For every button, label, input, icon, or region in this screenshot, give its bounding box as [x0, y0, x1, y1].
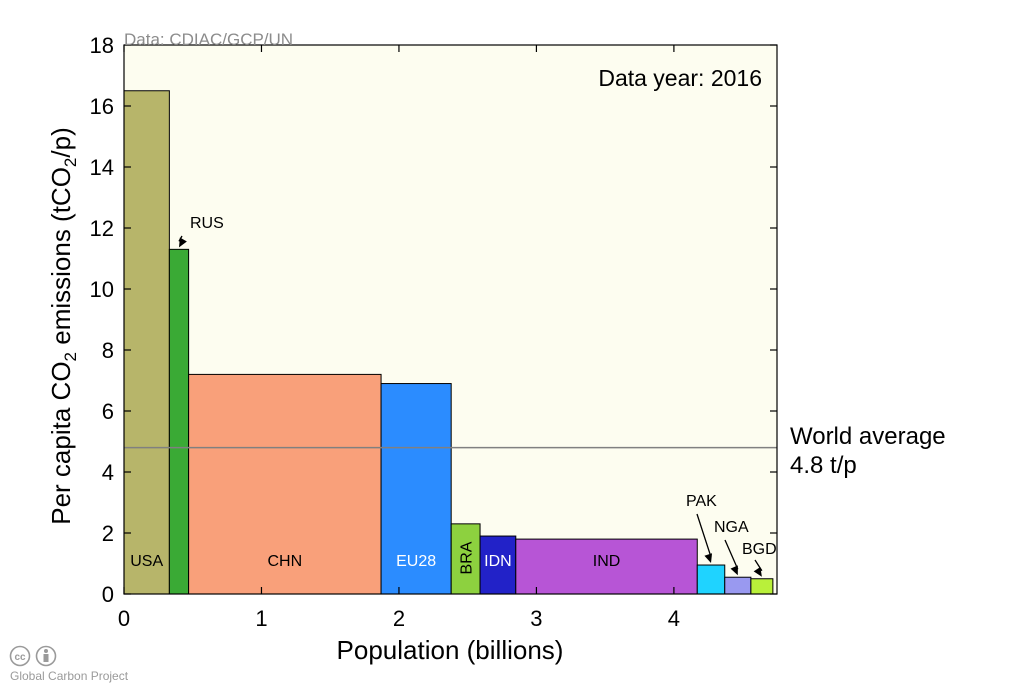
callout-arrowhead-nga — [730, 565, 738, 576]
creative-commons-icon: cc — [9, 645, 31, 667]
footer-credit: Global Carbon Project — [10, 669, 129, 683]
y-axis-title-part2: emissions (tCO — [46, 167, 76, 352]
bar-label-ind: IND — [593, 553, 621, 570]
y-tick-label: 16 — [90, 94, 114, 119]
callout-arrowhead-rus — [178, 237, 187, 248]
y-tick-label: 8 — [102, 338, 114, 363]
bar-label-rus: RUS — [190, 215, 224, 232]
y-tick-label: 10 — [90, 277, 114, 302]
x-tick-label: 3 — [530, 606, 542, 631]
bar-pak — [696, 564, 726, 595]
y-axis-title-part1: Per capita CO — [46, 361, 76, 524]
y-axis-title-sub1: 2 — [61, 352, 80, 361]
bar-ind — [515, 538, 698, 595]
y-tick-label: 4 — [102, 460, 114, 485]
y-tick-label: 2 — [102, 521, 114, 546]
bar-usa — [123, 90, 170, 595]
bar-labels-layer: USA CHN EU28 BRA IDN IND — [130, 541, 620, 574]
y-axis-title-sub2: 2 — [61, 158, 80, 167]
ticks-layer — [123, 44, 777, 595]
callout-line-pak — [696, 513, 712, 558]
plot-frame — [123, 44, 778, 595]
y-tick-label: 0 — [102, 582, 114, 607]
x-tick-label: 1 — [255, 606, 267, 631]
bar-eu28 — [380, 383, 452, 595]
bar-rus — [168, 248, 190, 595]
bar-label-chn: CHN — [268, 553, 303, 570]
x-tick-label: 2 — [393, 606, 405, 631]
y-axis-title: Per capita CO2 emissions (tCO2/p) — [46, 127, 80, 525]
x-tick-label: 0 — [118, 606, 130, 631]
callout-arrowhead-pak — [704, 553, 713, 564]
callout-line-nga — [724, 539, 739, 570]
callout-line-bgd — [754, 559, 763, 572]
x-axis-title: Population (billions) — [337, 635, 564, 665]
bar-nga — [724, 576, 752, 595]
bar-label-nga: NGA — [714, 519, 749, 536]
attribution-icon — [35, 645, 57, 667]
source-note: Data: CDIAC/GCP/UN — [124, 30, 293, 49]
bar-label-idn: IDN — [484, 553, 512, 570]
world-average-value: 4.8 t/p — [790, 452, 857, 479]
bar-bgd — [750, 578, 774, 595]
y-tick-label: 18 — [90, 33, 114, 58]
bar-label-bra: BRA — [459, 541, 476, 574]
bars-layer — [123, 90, 774, 595]
world-average-label: World average — [790, 423, 946, 450]
bar-label-pak: PAK — [686, 493, 717, 510]
callouts-layer: RUS PAK NGA BGD — [178, 215, 777, 577]
y-tick-label: 14 — [90, 155, 114, 180]
y-tick-label: 12 — [90, 216, 114, 241]
svg-text:cc: cc — [14, 652, 26, 663]
bar-label-eu28: EU28 — [396, 553, 436, 570]
bar-label-usa: USA — [130, 553, 163, 570]
x-tick-label: 4 — [668, 606, 680, 631]
y-tick-label: 6 — [102, 399, 114, 424]
data-year-annotation: Data year: 2016 — [598, 65, 762, 91]
bar-idn — [479, 535, 517, 595]
y-axis-title-part3: /p) — [46, 127, 76, 157]
bar-label-bgd: BGD — [742, 541, 777, 558]
callout-arrowhead-bgd — [753, 567, 762, 577]
